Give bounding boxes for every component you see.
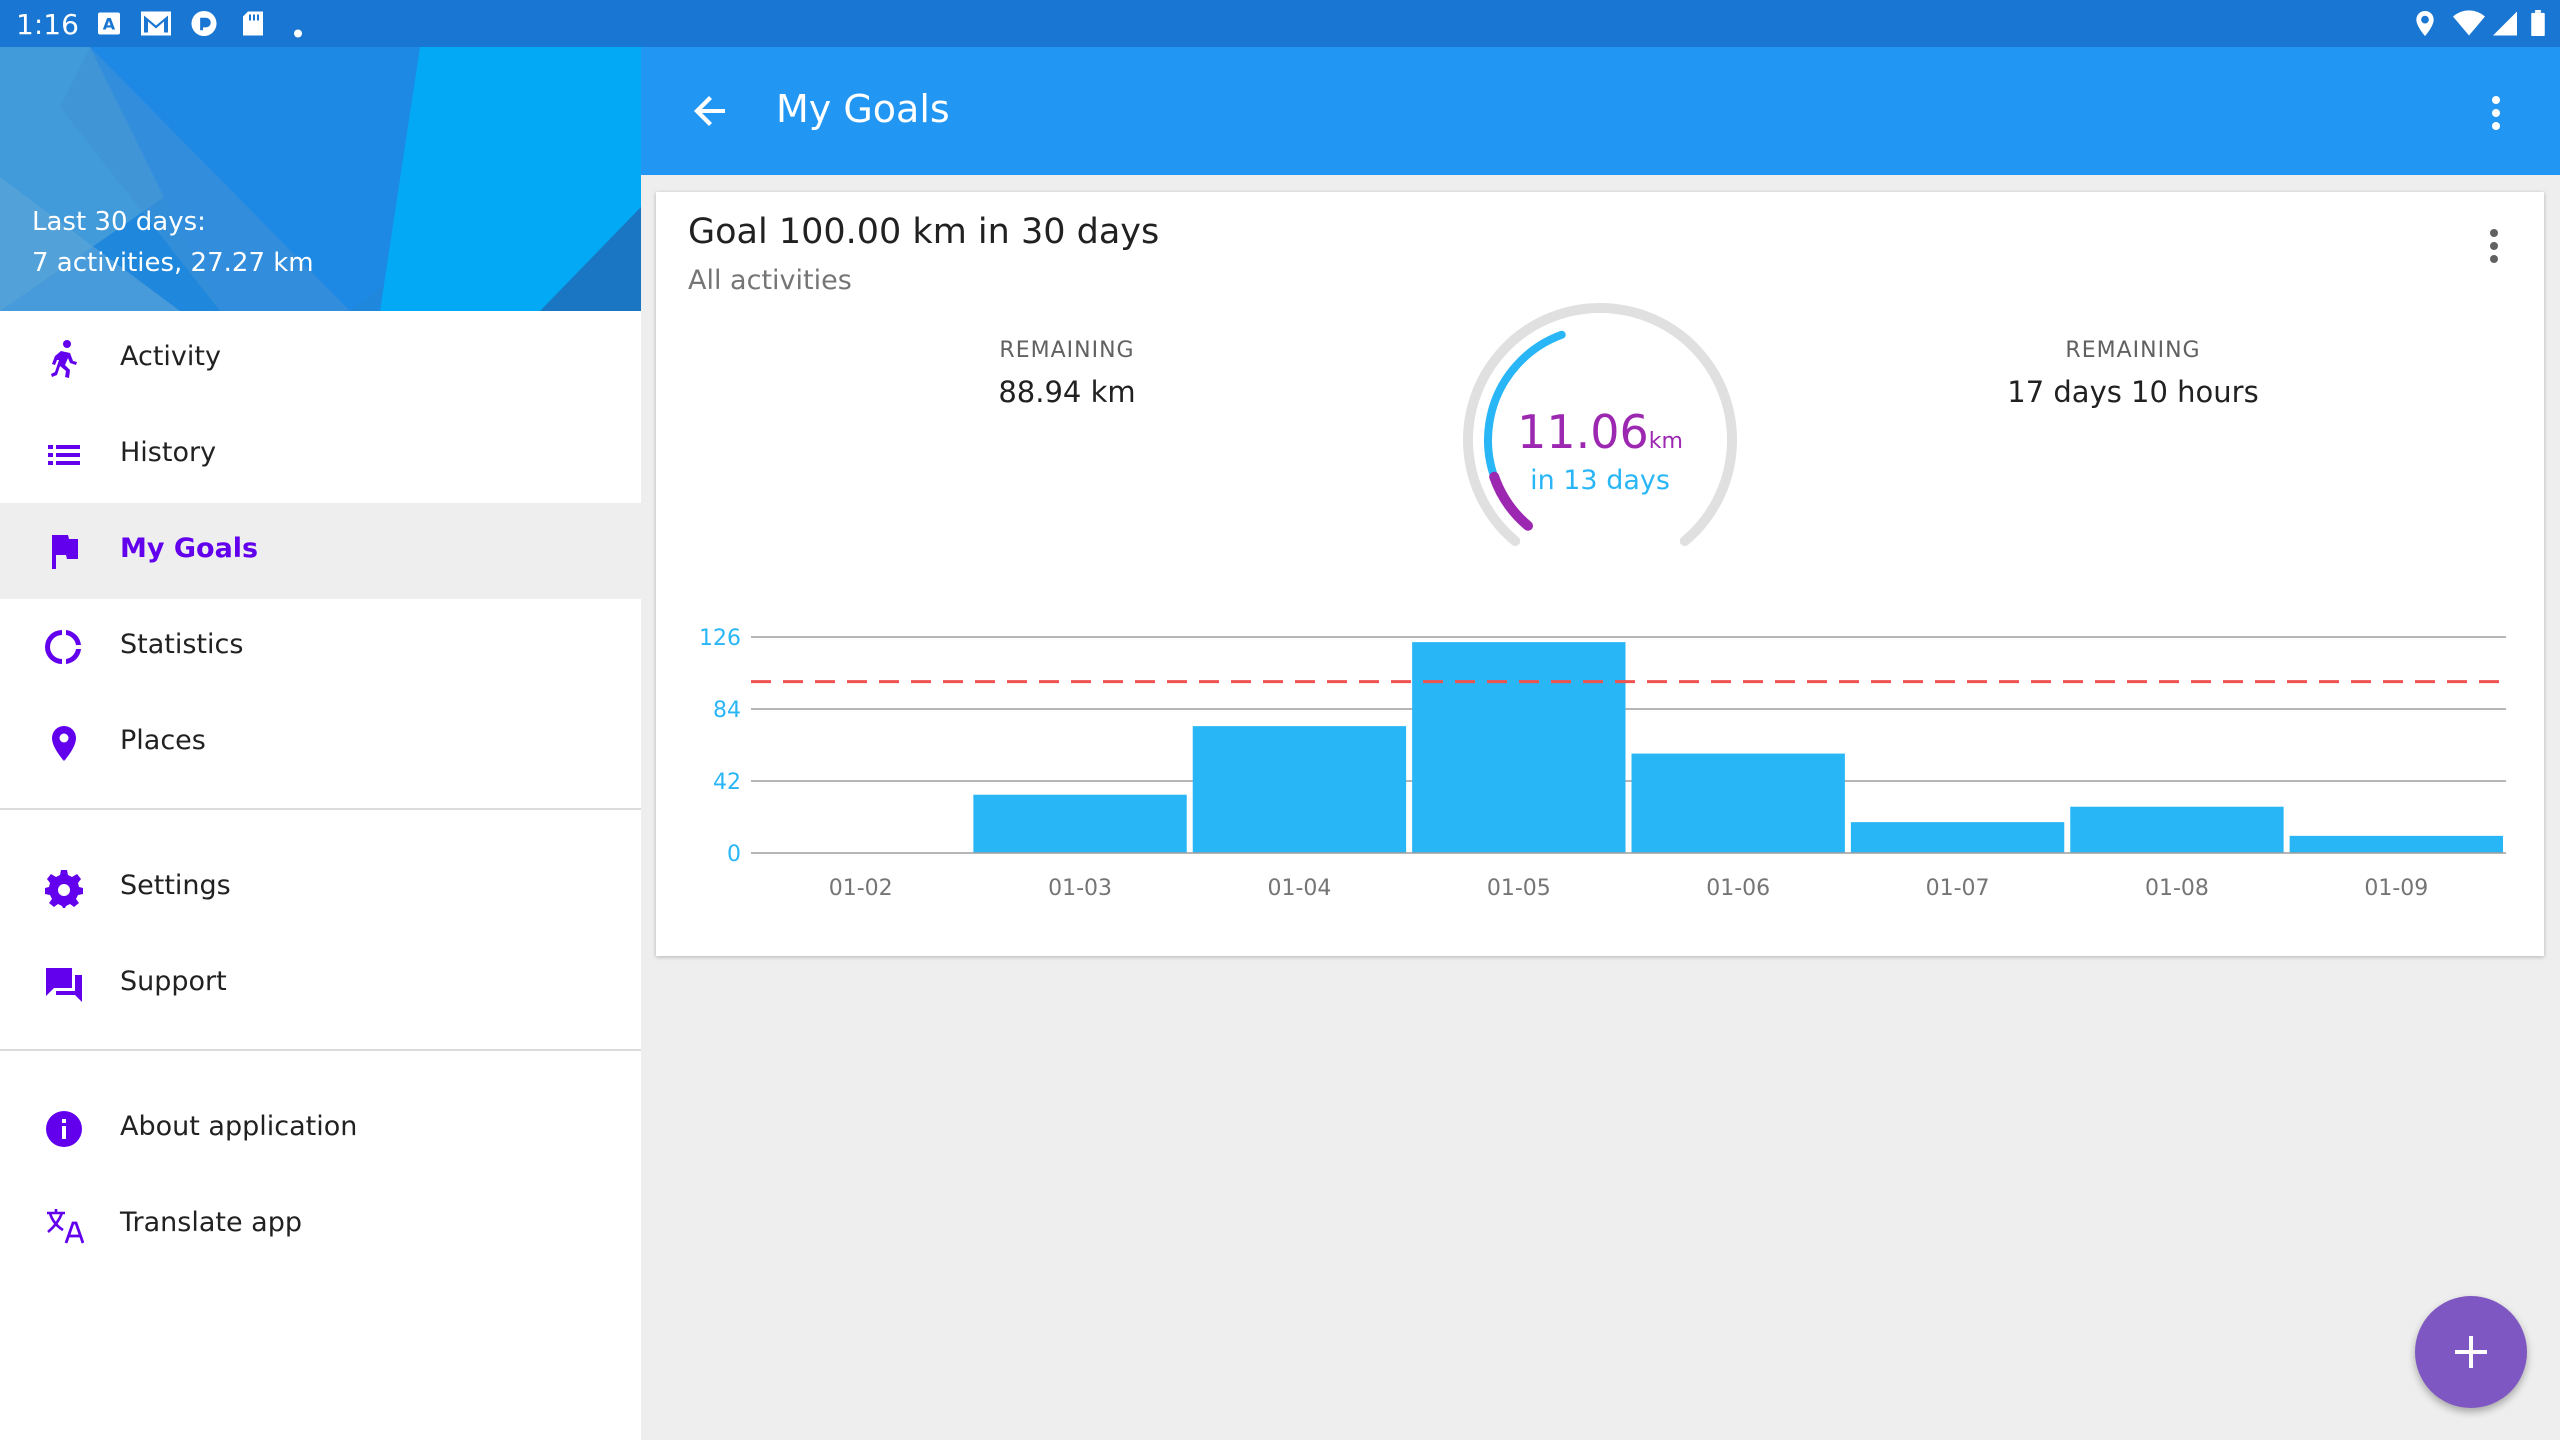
goal-title: Goal 100.00 km in 30 days [688, 212, 1160, 252]
nav-item-label: Statistics [120, 629, 244, 660]
remaining-time-label: REMAINING [2065, 338, 2201, 363]
remaining-time-value: 17 days 10 hours [2007, 375, 2259, 409]
drawer-summary-period: Last 30 days: [32, 207, 206, 237]
chart-bar [973, 794, 1187, 853]
wifi-icon [2453, 10, 2485, 36]
nav-item-label: Support [120, 966, 227, 997]
nav-item-label: History [120, 437, 217, 468]
x-tick-label: 01-03 [1048, 876, 1112, 901]
nav-item-translate[interactable]: Translate app [0, 1177, 641, 1273]
chart-bar [1412, 642, 1626, 853]
add-goal-button[interactable] [2415, 1296, 2527, 1408]
flag-icon [52, 535, 78, 569]
signal-icon [2493, 11, 2517, 36]
nav-item-label: Activity [120, 341, 221, 372]
remaining-distance-label: REMAINING [999, 338, 1135, 363]
drawer-header: Last 30 days: 7 activities, 27.27 km [0, 47, 641, 311]
chart-bar [2070, 806, 2284, 853]
remaining-distance-value: 88.94 km [998, 375, 1136, 409]
forum-icon [46, 968, 82, 1002]
nav-item-label: Settings [120, 870, 231, 901]
gear-icon [45, 870, 83, 908]
x-tick-label: 01-07 [1926, 876, 1990, 901]
gauge-value-number: 11.06 [1517, 405, 1649, 459]
run-icon [51, 340, 77, 378]
nav-item-label: Translate app [120, 1207, 302, 1238]
translate-icon [47, 1209, 84, 1244]
drawer-summary-stats: 7 activities, 27.27 km [32, 248, 314, 278]
x-tick-label: 01-05 [1487, 876, 1551, 901]
more-vert-icon[interactable] [2490, 95, 2502, 131]
back-arrow-icon[interactable] [691, 91, 731, 131]
drawer-divider [0, 1049, 641, 1051]
battery-icon [2531, 10, 2545, 37]
nav-item-about[interactable]: About application [0, 1081, 641, 1177]
nav-item-label: Places [120, 725, 206, 756]
a-app-icon: A [98, 12, 120, 35]
plus-icon [2455, 1336, 2487, 1368]
x-tick-label: 01-02 [829, 876, 893, 901]
dot-icon [294, 29, 302, 38]
nav-item-support[interactable]: Support [0, 936, 641, 1032]
pocket-casts-icon [191, 10, 217, 37]
list-icon [48, 445, 80, 465]
location-icon [2416, 10, 2434, 37]
place-icon [52, 726, 76, 761]
status-bar: 1:16 A [0, 0, 2560, 47]
y-tick-label: 84 [713, 698, 741, 723]
donut-icon [45, 630, 81, 664]
chart-bar [1850, 822, 2065, 853]
y-tick-label: 0 [727, 842, 741, 867]
mail-icon [141, 11, 171, 36]
remaining-distance: REMAINING 88.94 km [867, 338, 1267, 409]
nav-item-activity[interactable]: Activity [0, 311, 641, 407]
info-icon [46, 1111, 82, 1147]
remaining-time: REMAINING 17 days 10 hours [1933, 338, 2333, 409]
gauge-track-outer [1463, 302, 1737, 547]
nav-item-settings[interactable]: Settings [0, 840, 641, 936]
navigation-drawer: Last 30 days: 7 activities, 27.27 km Act… [0, 47, 641, 1440]
daily-distance-chart: 0 42 84 126 01-02 01-03 01-04 01-05 01-06 01-07 01… [699, 626, 2506, 901]
nav-item-statistics[interactable]: Statistics [0, 599, 641, 695]
page-title: My Goals [776, 87, 950, 131]
chart-bar [1631, 753, 1845, 853]
x-tick-label: 01-04 [1267, 876, 1331, 901]
x-tick-label: 01-09 [2364, 876, 2428, 901]
gauge-caption: in 13 days [1530, 465, 1670, 496]
status-time: 1:16 [16, 8, 79, 41]
gauge-rings [1463, 302, 1737, 547]
y-tick-label: 42 [713, 770, 741, 795]
nav-item-places[interactable]: Places [0, 695, 641, 791]
x-tick-label: 01-06 [1706, 876, 1770, 901]
nav-item-label: My Goals [120, 533, 259, 564]
goal-card[interactable]: Goal 100.00 km in 30 days All activities… [656, 192, 2544, 956]
goal-subtitle: All activities [688, 265, 852, 296]
chart-bar [2289, 835, 2503, 853]
nav-item-my-goals[interactable]: My Goals [0, 503, 641, 599]
chart-bar [1192, 726, 1407, 853]
gauge-distance-arc [1489, 471, 1533, 531]
x-tick-label: 01-08 [2145, 876, 2209, 901]
gauge-value-unit: km [1648, 429, 1683, 454]
drawer-divider [0, 808, 641, 810]
drawer-header-background [0, 47, 641, 311]
y-tick-label: 126 [699, 626, 741, 651]
nav-item-label: About application [120, 1111, 358, 1142]
drawer-nav: Activity History My Goals Statistics [0, 311, 641, 1273]
card-more-vert-icon[interactable] [2488, 228, 2500, 264]
goal-progress-gauge: 11.06km in 13 days [1450, 300, 1750, 570]
drawer-summary: Last 30 days: 7 activities, 27.27 km [32, 202, 314, 284]
sd-card-icon [243, 11, 263, 36]
app-toolbar: My Goals [641, 47, 2560, 175]
svg-text:A: A [103, 15, 116, 34]
nav-item-history[interactable]: History [0, 407, 641, 503]
gauge-value: 11.06km [1450, 405, 1750, 459]
